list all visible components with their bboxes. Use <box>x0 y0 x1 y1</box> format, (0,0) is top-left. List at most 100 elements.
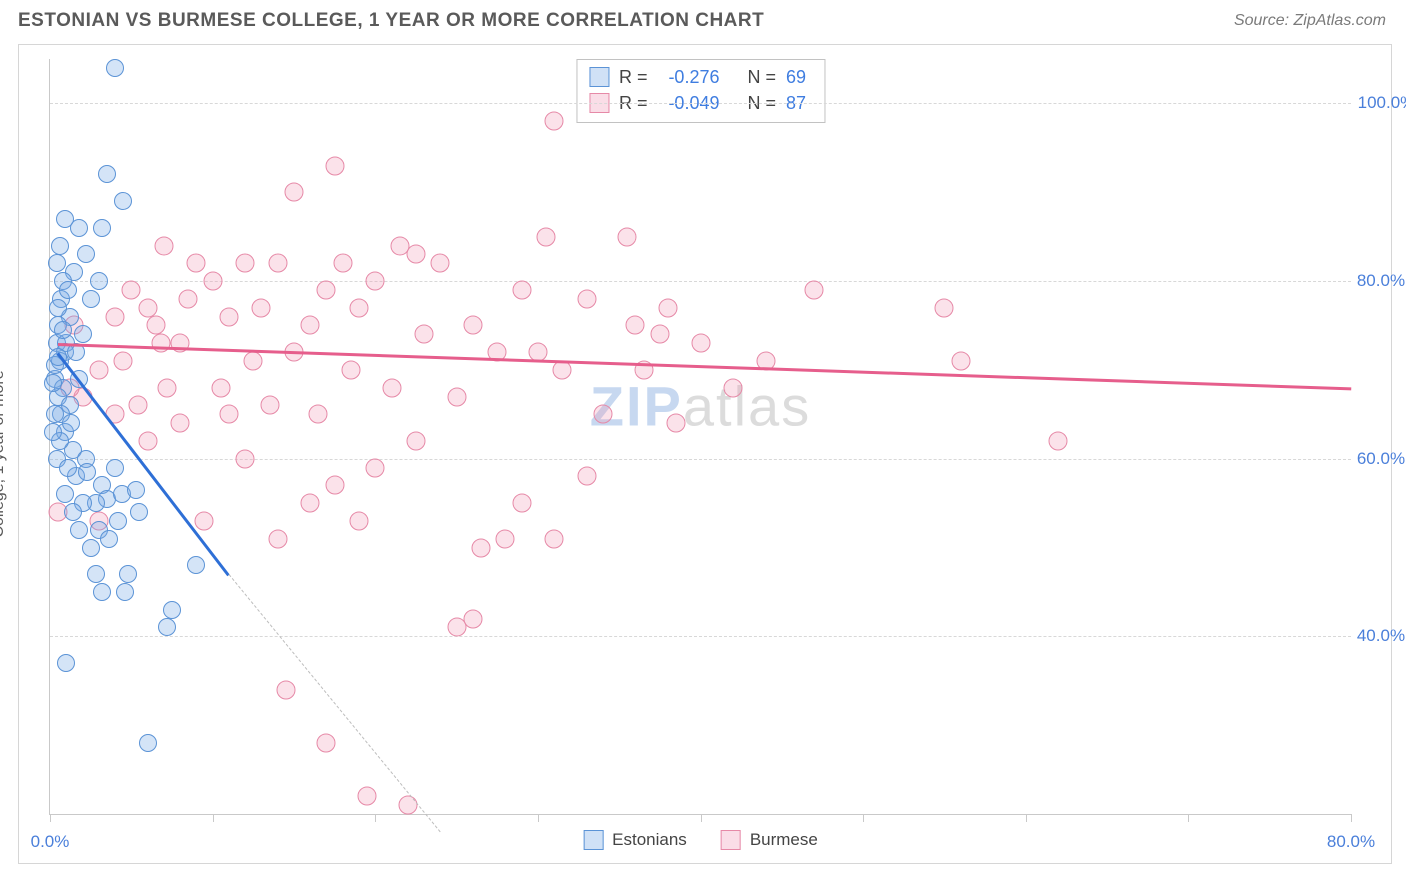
point-estonians <box>82 539 100 557</box>
xtick <box>1351 814 1352 822</box>
xtick <box>538 814 539 822</box>
point-burmese <box>122 280 141 299</box>
point-burmese <box>431 254 450 273</box>
point-estonians <box>163 601 181 619</box>
point-estonians <box>54 321 72 339</box>
point-estonians <box>119 565 137 583</box>
point-burmese <box>301 316 320 335</box>
chart-container: College, 1 year or more ZIPatlas R = -0.… <box>18 44 1392 864</box>
point-estonians <box>139 734 157 752</box>
ytick-label: 80.0% <box>1357 271 1405 291</box>
point-burmese <box>366 272 385 291</box>
point-estonians <box>116 583 134 601</box>
point-burmese <box>935 298 954 317</box>
point-burmese <box>236 254 255 273</box>
point-burmese <box>268 529 287 548</box>
point-burmese <box>626 316 645 335</box>
point-burmese <box>106 307 125 326</box>
point-burmese <box>219 405 238 424</box>
point-estonians <box>59 281 77 299</box>
point-burmese <box>545 529 564 548</box>
point-burmese <box>138 298 157 317</box>
ytick-label: 40.0% <box>1357 626 1405 646</box>
point-burmese <box>512 494 531 513</box>
point-estonians <box>64 503 82 521</box>
legend-item-burmese: Burmese <box>721 830 818 850</box>
point-burmese <box>471 538 490 557</box>
point-burmese <box>496 529 515 548</box>
point-burmese <box>154 236 173 255</box>
point-estonians <box>56 210 74 228</box>
point-estonians <box>62 414 80 432</box>
y-axis-label: College, 1 year or more <box>0 370 8 537</box>
point-estonians <box>78 463 96 481</box>
point-burmese <box>366 458 385 477</box>
point-estonians <box>187 556 205 574</box>
point-burmese <box>244 352 263 371</box>
gridline-h <box>50 103 1351 104</box>
gridline-h <box>50 636 1351 637</box>
xtick <box>213 814 214 822</box>
point-burmese <box>158 378 177 397</box>
point-burmese <box>447 387 466 406</box>
xtick <box>375 814 376 822</box>
point-burmese <box>128 396 147 415</box>
point-estonians <box>158 618 176 636</box>
point-burmese <box>309 405 328 424</box>
point-burmese <box>349 511 368 530</box>
xtick-label: 80.0% <box>1327 832 1375 852</box>
point-estonians <box>44 423 62 441</box>
xtick <box>863 814 864 822</box>
point-burmese <box>658 298 677 317</box>
point-burmese <box>537 227 556 246</box>
point-burmese <box>333 254 352 273</box>
point-burmese <box>187 254 206 273</box>
point-estonians <box>59 459 77 477</box>
point-estonians <box>87 565 105 583</box>
point-burmese <box>577 289 596 308</box>
point-burmese <box>618 227 637 246</box>
point-burmese <box>667 414 686 433</box>
point-estonians <box>106 459 124 477</box>
swatch-pink <box>721 830 741 850</box>
point-estonians <box>93 583 111 601</box>
point-estonians <box>44 374 62 392</box>
point-burmese <box>171 414 190 433</box>
point-estonians <box>56 485 74 503</box>
point-burmese <box>553 360 572 379</box>
point-burmese <box>195 511 214 530</box>
point-burmese <box>325 156 344 175</box>
point-estonians <box>70 521 88 539</box>
point-estonians <box>100 530 118 548</box>
point-burmese <box>406 431 425 450</box>
point-estonians <box>127 481 145 499</box>
point-burmese <box>577 467 596 486</box>
point-estonians <box>57 654 75 672</box>
point-burmese <box>1049 431 1068 450</box>
point-burmese <box>545 112 564 131</box>
trendline-estonians-extrap <box>228 574 440 832</box>
point-burmese <box>179 289 198 308</box>
ytick-label: 60.0% <box>1357 449 1405 469</box>
point-estonians <box>93 219 111 237</box>
point-estonians <box>130 503 148 521</box>
correlation-legend: R = -0.276 N = 69 R = -0.049 N = 87 <box>576 59 825 123</box>
point-burmese <box>89 360 108 379</box>
point-estonians <box>114 192 132 210</box>
point-burmese <box>138 431 157 450</box>
swatch-blue <box>589 67 609 87</box>
xtick <box>1026 814 1027 822</box>
point-estonians <box>74 325 92 343</box>
swatch-blue <box>583 830 603 850</box>
point-burmese <box>301 494 320 513</box>
point-burmese <box>284 183 303 202</box>
plot-area: ZIPatlas R = -0.276 N = 69 R = -0.049 N … <box>49 59 1351 815</box>
point-burmese <box>358 787 377 806</box>
legend-row-estonians: R = -0.276 N = 69 <box>589 64 806 90</box>
point-burmese <box>415 325 434 344</box>
point-burmese <box>236 449 255 468</box>
point-burmese <box>203 272 222 291</box>
point-estonians <box>77 245 95 263</box>
point-estonians <box>109 512 127 530</box>
point-burmese <box>593 405 612 424</box>
